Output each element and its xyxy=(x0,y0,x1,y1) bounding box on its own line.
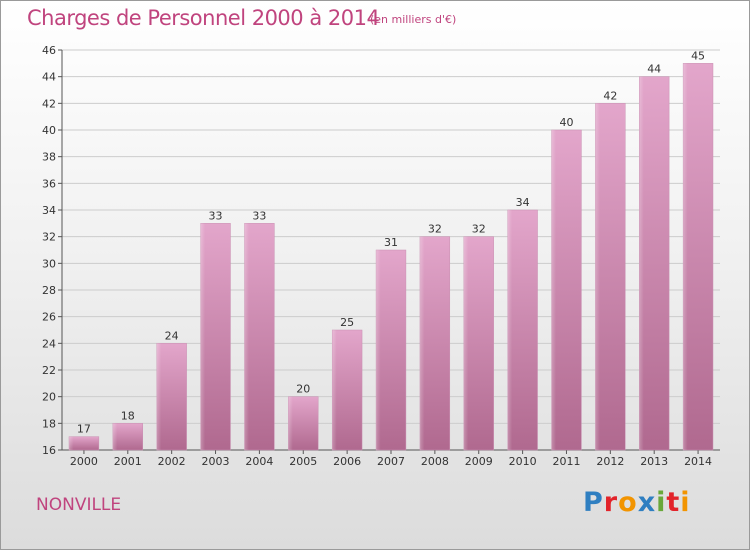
proxiti-logo[interactable]: Proxiti xyxy=(583,487,691,518)
bar-highlight xyxy=(288,396,319,450)
y-tick-label: 34 xyxy=(42,204,56,217)
logo-letter: i xyxy=(680,487,691,518)
bars xyxy=(68,63,714,451)
data-label: 20 xyxy=(296,383,310,396)
bar-highlight xyxy=(376,250,406,450)
data-label: 44 xyxy=(647,63,661,76)
bar-highlight xyxy=(683,63,713,450)
y-tick-label: 38 xyxy=(42,151,56,164)
y-tick-label: 18 xyxy=(42,417,56,430)
bar-highlight xyxy=(507,210,538,450)
data-label: 32 xyxy=(472,223,486,236)
x-tick-label: 2013 xyxy=(640,455,668,468)
bar-highlight xyxy=(419,236,450,450)
bar-highlight xyxy=(69,436,99,450)
bar-highlight xyxy=(156,343,187,450)
x-tick-label: 2000 xyxy=(70,455,98,468)
x-tick-label: 2004 xyxy=(245,455,273,468)
x-tick-label: 2002 xyxy=(158,455,186,468)
logo-letter: r xyxy=(603,487,619,518)
data-label: 34 xyxy=(516,196,530,209)
data-label: 25 xyxy=(340,316,354,329)
y-tick-label: 40 xyxy=(42,124,56,137)
data-label: 32 xyxy=(428,223,442,236)
logo-letter: t xyxy=(666,487,681,518)
y-tick-label: 28 xyxy=(42,284,56,297)
data-label: 31 xyxy=(384,236,398,249)
bar-highlight xyxy=(463,236,494,450)
y-tick-label: 42 xyxy=(42,97,56,110)
y-tick-label: 36 xyxy=(42,177,56,190)
bar-highlight xyxy=(112,423,143,450)
bar-highlight xyxy=(551,130,582,450)
x-tick-label: 2001 xyxy=(114,455,142,468)
x-tick-label: 2005 xyxy=(289,455,317,468)
y-tick-label: 20 xyxy=(42,391,56,404)
logo-letter: P xyxy=(583,487,604,518)
commune-name: NONVILLE xyxy=(36,495,122,515)
data-label: 45 xyxy=(691,49,705,62)
bar-highlight xyxy=(595,103,626,450)
data-label: 33 xyxy=(209,209,223,222)
data-label: 18 xyxy=(121,409,135,422)
y-tick-label: 16 xyxy=(42,444,56,457)
data-label: 42 xyxy=(603,89,617,102)
x-tick-label: 2008 xyxy=(421,455,449,468)
chart-subtitle: (en milliers d'€) xyxy=(370,13,457,26)
x-tick-label: 2011 xyxy=(552,455,580,468)
y-tick-label: 22 xyxy=(42,364,56,377)
x-tick-label: 2006 xyxy=(333,455,361,468)
x-tick-label: 2012 xyxy=(596,455,624,468)
y-tick-label: 32 xyxy=(42,231,56,244)
y-tick-label: 30 xyxy=(42,257,56,270)
logo-letter: o xyxy=(618,487,638,518)
bar-highlight xyxy=(332,330,363,450)
chart-title: Charges de Personnel 2000 à 2014 xyxy=(27,6,380,30)
bar-highlight xyxy=(244,223,275,450)
x-tick-label: 2010 xyxy=(509,455,537,468)
y-tick-label: 46 xyxy=(42,44,56,57)
logo-letter: x xyxy=(637,487,657,518)
data-label: 40 xyxy=(559,116,573,129)
bar-highlight xyxy=(639,76,670,451)
x-tick-label: 2014 xyxy=(684,455,712,468)
y-tick-label: 26 xyxy=(42,311,56,324)
logo-letter: i xyxy=(656,487,667,518)
x-tick-label: 2007 xyxy=(377,455,405,468)
bar-highlight xyxy=(200,223,231,450)
x-tick-label: 2003 xyxy=(202,455,230,468)
data-label: 17 xyxy=(77,423,91,436)
data-label: 33 xyxy=(252,209,266,222)
y-tick-label: 24 xyxy=(42,337,56,350)
data-label: 24 xyxy=(165,329,179,342)
x-tick-label: 2009 xyxy=(465,455,493,468)
data-labels: 17 18 24 33 33 20 25 31 32 32 34 40 42 44 45 xyxy=(77,49,705,435)
y-tick-label: 44 xyxy=(42,71,56,84)
axes: 16 18 20 22 24 26 28 30 32 34 36 38 40 42 44 46 2000 2001… xyxy=(42,44,720,468)
